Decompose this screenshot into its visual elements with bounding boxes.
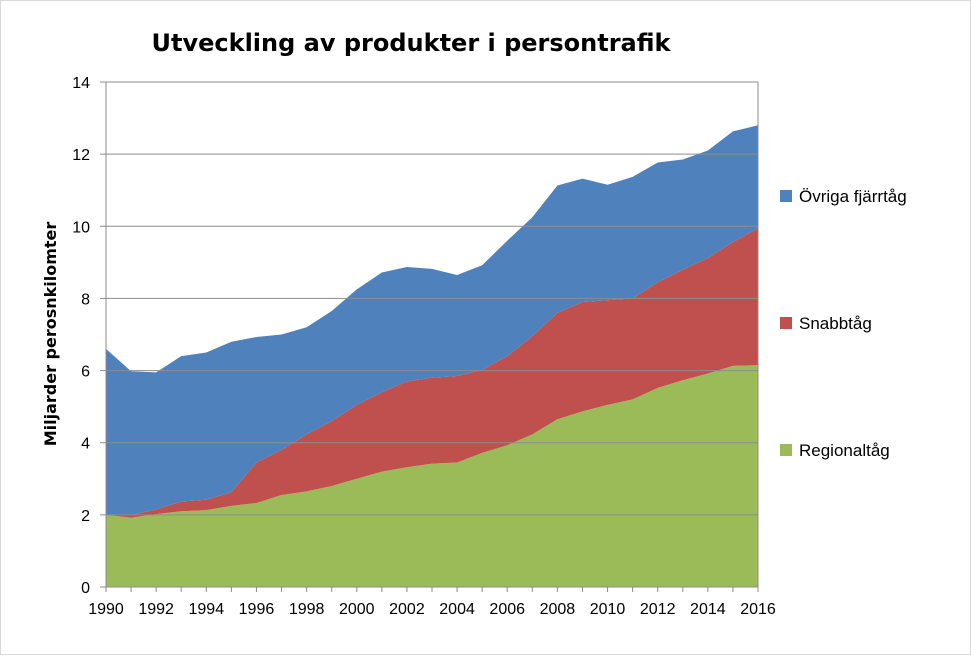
y-tick-label: 4	[81, 436, 90, 453]
y-tick-label: 0	[81, 580, 90, 597]
chart-title: Utveckling av produkter i persontrafik	[152, 29, 672, 57]
y-tick-label: 2	[81, 508, 90, 525]
x-tick-label: 1998	[289, 601, 325, 618]
x-tick-label: 2006	[489, 601, 525, 618]
x-tick-label: 2016	[740, 601, 776, 618]
legend-label-regionaltag: Regionaltåg	[799, 441, 890, 460]
y-tick-label: 12	[72, 147, 90, 164]
legend: Övriga fjärrtåg Snabbtåg Regionaltåg	[780, 187, 907, 460]
x-tick-label: 2014	[690, 601, 726, 618]
area-ovriga-fjarrtag	[106, 125, 758, 515]
y-tick-label: 6	[81, 364, 90, 381]
y-axis-label: Miljarder perosnkilomter	[41, 222, 60, 447]
x-tick-labels: 1990 1992 1994 1996 1998 2000 2002 2004 2006 2008…	[88, 587, 776, 618]
x-tick-label: 2008	[540, 601, 576, 618]
legend-swatch-ovriga-fjarrtag	[780, 190, 792, 202]
x-tick-label: 1990	[88, 601, 124, 618]
x-tick-label: 2010	[590, 601, 626, 618]
y-tick-label: 10	[72, 219, 90, 236]
x-tick-label: 1992	[138, 601, 174, 618]
gridlines	[106, 81, 758, 516]
legend-label-snabbtag: Snabbtåg	[799, 314, 872, 333]
legend-label-ovriga-fjarrtag: Övriga fjärrtåg	[799, 187, 907, 206]
y-tick-label: 8	[81, 291, 90, 308]
legend-swatch-regionaltag	[780, 444, 792, 456]
x-tick-label: 2012	[640, 601, 676, 618]
x-tick-label: 1994	[189, 601, 225, 618]
area-snabbtag	[106, 228, 758, 518]
x-tick-label: 2000	[339, 601, 375, 618]
stacked-areas	[106, 125, 758, 587]
y-tick-labels: 0 2 4 6 8 10 12 14	[72, 75, 106, 597]
area-regionaltag	[106, 365, 758, 587]
x-tick-label: 1996	[239, 601, 275, 618]
y-tick-label: 14	[72, 75, 90, 92]
x-tick-label: 2004	[439, 601, 475, 618]
x-tick-label: 2002	[389, 601, 425, 618]
legend-swatch-snabbtag	[780, 317, 792, 329]
